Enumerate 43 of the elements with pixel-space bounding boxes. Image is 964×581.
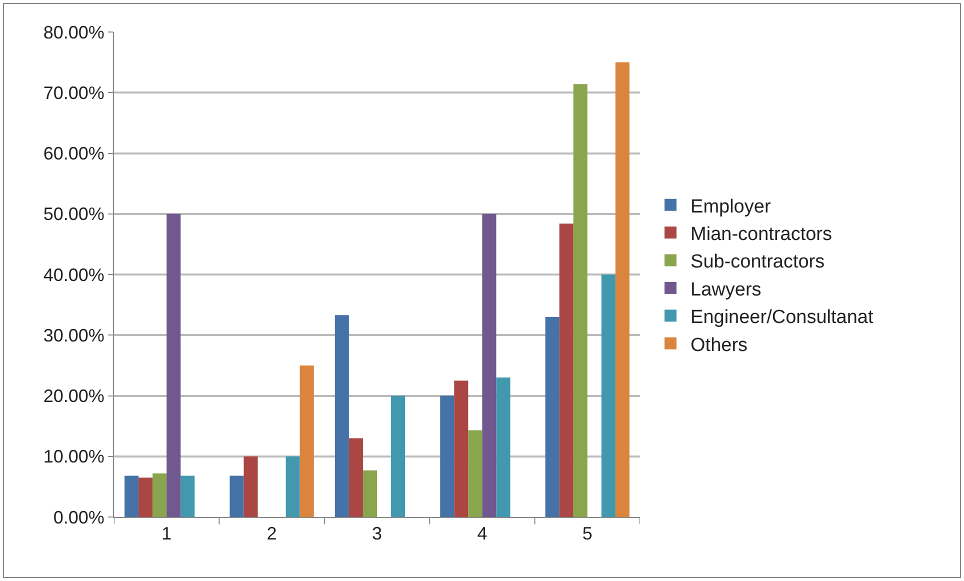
x-tick-label: 3 xyxy=(372,524,382,544)
bar xyxy=(300,365,314,517)
bar xyxy=(124,476,139,517)
y-tick-label: 40.00% xyxy=(43,264,104,285)
y-tick-label: 50.00% xyxy=(43,204,104,224)
bar xyxy=(482,214,496,517)
bar xyxy=(362,470,377,517)
bar xyxy=(244,456,258,517)
y-tick-label: 10.00% xyxy=(43,446,104,467)
y-tick-label: 70.00% xyxy=(43,82,104,103)
bar xyxy=(180,476,195,517)
y-tick-label: 80.00% xyxy=(43,22,104,42)
x-tick-label: 4 xyxy=(477,524,488,544)
bar xyxy=(230,476,244,517)
bar xyxy=(468,430,482,517)
bar xyxy=(573,84,588,517)
y-tick-label: 60.00% xyxy=(43,144,104,164)
bar xyxy=(496,378,510,517)
bar xyxy=(286,456,300,517)
bar xyxy=(334,315,349,517)
bar xyxy=(138,478,153,517)
legend-label: Employer xyxy=(690,196,772,218)
y-tick-label: 30.00% xyxy=(43,325,104,346)
y-tick-label: 20.00% xyxy=(43,386,104,406)
legend-label: Mian-contractors xyxy=(690,224,832,245)
legend-label: Sub-contractors xyxy=(690,252,825,273)
bar xyxy=(166,214,181,517)
legend-label: Lawyers xyxy=(690,279,762,300)
bar xyxy=(152,473,167,517)
x-tick-label: 2 xyxy=(266,524,277,544)
bar xyxy=(391,396,406,517)
bar xyxy=(545,316,560,517)
bar xyxy=(615,62,630,517)
bar xyxy=(559,224,574,517)
bar xyxy=(440,396,454,517)
legend-label: Others xyxy=(690,334,748,356)
legend-label: Engineer/Consultanat xyxy=(690,307,874,328)
bar xyxy=(348,438,363,517)
bar xyxy=(454,380,468,517)
x-tick-label: 5 xyxy=(582,524,592,544)
x-tick-label: 1 xyxy=(162,524,172,544)
bar xyxy=(601,274,616,517)
y-tick-label: 0.00% xyxy=(53,507,104,528)
